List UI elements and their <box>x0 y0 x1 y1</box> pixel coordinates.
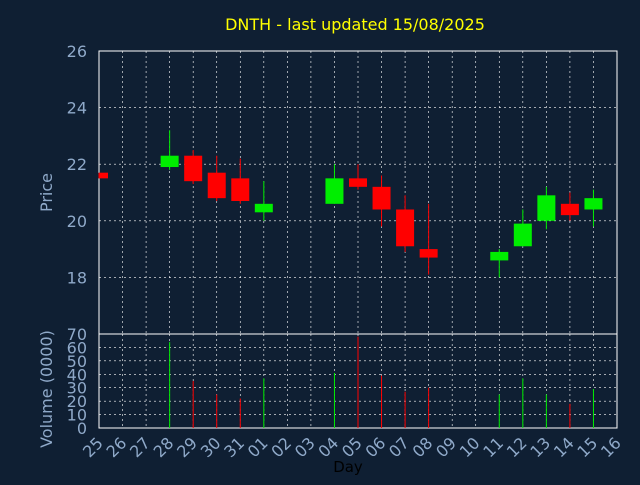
x-axis-title: Day <box>333 458 363 476</box>
candle-body <box>537 195 556 221</box>
chart-title: DNTH - last updated 15/08/2025 <box>225 15 485 34</box>
candle-body <box>490 251 509 261</box>
marks-layer <box>98 130 603 428</box>
price-tick-label: 20 <box>67 212 87 231</box>
volume-axis-title: Volume (0000) <box>37 330 56 448</box>
volume-tick-label: 20 <box>67 392 87 411</box>
price-axis-title: Price <box>37 173 56 212</box>
candle-body <box>207 172 226 199</box>
candle-body <box>184 155 203 182</box>
x-tick-label: 16 <box>597 433 625 461</box>
volume-tick-label: 50 <box>67 352 87 371</box>
axis-layer: 1820222426010203040506070252627282930310… <box>37 42 625 476</box>
volume-tick-label: 10 <box>67 406 87 425</box>
candle-body <box>396 209 415 247</box>
volume-tick-label: 70 <box>67 325 87 344</box>
candle-body <box>160 155 179 168</box>
candle-body <box>231 178 250 201</box>
candle-body <box>513 223 532 247</box>
grid-layer <box>98 50 618 429</box>
volume-tick-label: 40 <box>67 365 87 384</box>
candle-body <box>99 172 108 179</box>
candle-body <box>372 186 391 210</box>
candle-body <box>419 249 438 258</box>
price-tick-label: 24 <box>67 99 87 118</box>
price-tick-label: 18 <box>67 268 87 287</box>
price-tick-label: 22 <box>67 155 87 174</box>
candle-body <box>584 198 603 210</box>
candle-body <box>254 203 273 213</box>
volume-tick-label: 30 <box>67 379 87 398</box>
candle-body <box>560 203 579 216</box>
candle-body <box>325 178 344 204</box>
volume-tick-label: 0 <box>77 419 87 438</box>
price-tick-label: 26 <box>67 42 87 61</box>
candle-body <box>349 178 367 187</box>
volume-tick-label: 60 <box>67 338 87 357</box>
